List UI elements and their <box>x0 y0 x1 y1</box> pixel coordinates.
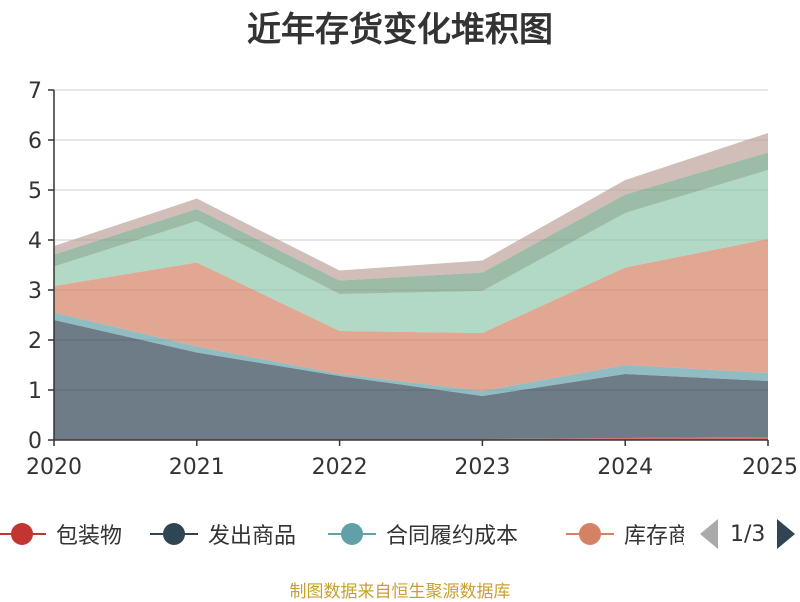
legend-label: 发出商品 <box>208 524 297 549</box>
legend-next-arrow-icon[interactable] <box>777 519 796 549</box>
y-tick-label: 5 <box>28 179 42 204</box>
x-tick-label: 2021 <box>169 455 225 480</box>
legend-marker-icon <box>0 514 46 554</box>
y-axis-label-fragment <box>0 96 4 136</box>
x-tick-label: 2024 <box>597 455 653 480</box>
x-tick-label: 2022 <box>312 455 368 480</box>
legend: 包装物 发出商品 合同履约成本 库存商 1/3 <box>0 514 798 554</box>
legend-items: 包装物 发出商品 合同履约成本 库存商 <box>0 514 684 554</box>
legend-label: 合同履约成本 <box>386 524 519 549</box>
area-series-4[interactable] <box>54 239 768 391</box>
area-series-8[interactable] <box>54 133 768 281</box>
y-tick-label: 3 <box>28 279 42 304</box>
y-tick-label: 1 <box>28 379 42 404</box>
legend-item[interactable]: 发出商品 <box>150 514 296 554</box>
y-tick-label: 2 <box>28 329 42 354</box>
y-tick-label: 0 <box>28 429 42 454</box>
y-tick-label: 7 <box>28 79 42 104</box>
legend-label: 包装物 <box>56 524 123 549</box>
area-series-3[interactable] <box>54 312 768 397</box>
x-tick-label: 2025 <box>742 455 798 480</box>
legend-label: 库存商 <box>624 524 684 549</box>
legend-item[interactable]: 包装物 <box>0 514 122 554</box>
source-note: 制图数据来自恒生聚源数据库 <box>289 582 511 602</box>
y-tick-label: 4 <box>28 229 42 254</box>
chart-title: 近年存货变化堆积图 <box>247 10 553 50</box>
legend-page-indicator: 1/3 <box>730 521 766 547</box>
legend-marker-icon <box>150 514 198 554</box>
x-tick-label: 2020 <box>26 455 82 480</box>
axes: 0 1 2 3 4 5 6 7 2020 2021 2022 2023 2024 2025 <box>26 79 798 480</box>
legend-item[interactable]: 合同履约成本 <box>328 514 518 554</box>
area-series-2[interactable] <box>54 320 768 439</box>
legend-prev-arrow-icon[interactable] <box>700 519 718 549</box>
y-tick-label: 6 <box>28 129 42 154</box>
area-series <box>54 133 768 440</box>
legend-marker-icon <box>566 514 614 554</box>
legend-marker-icon <box>328 514 376 554</box>
legend-pager: 1/3 <box>700 514 796 554</box>
area-series-5[interactable] <box>54 170 768 333</box>
legend-item[interactable]: 库存商 <box>566 514 684 554</box>
x-tick-label: 2023 <box>454 455 510 480</box>
